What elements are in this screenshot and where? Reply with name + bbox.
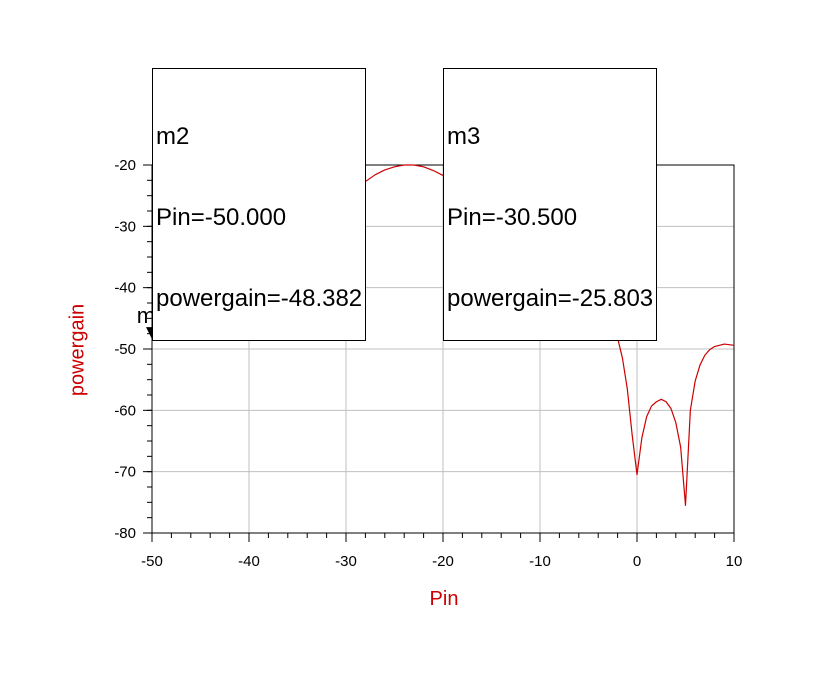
- x-axis-label: Pin: [429, 588, 459, 610]
- y-tick-label: -50: [114, 341, 136, 358]
- y-axis-label: powergain: [66, 303, 89, 397]
- marker-readout-x: Pin=-30.500: [447, 204, 578, 231]
- y-tick-label: -80: [114, 525, 136, 542]
- y-tick-label: -70: [114, 464, 136, 481]
- x-tick-label: -20: [432, 553, 454, 570]
- y-tick-label: -40: [114, 280, 136, 297]
- marker-readout-y: powergain=-25.803: [447, 285, 654, 312]
- marker-readout-m2: m2 Pin=-50.000 powergain=-48.382: [152, 68, 367, 341]
- tick-labels: -50 -40 -30 -20 -10 0 10 -80 -70 -60 -50 -40 -30 -20: [114, 157, 742, 570]
- marker-readout-m3: m3 Pin=-30.500 powergain=-25.803: [443, 68, 658, 341]
- marker-readout-x: Pin=-50.000: [156, 204, 287, 231]
- marker-readout-name: m3: [447, 123, 481, 150]
- x-tick-label: -30: [335, 553, 357, 570]
- x-tick-label: -10: [529, 553, 551, 570]
- y-tick-label: -30: [114, 218, 136, 235]
- y-tick-label: -20: [114, 157, 136, 174]
- x-tick-label: -40: [238, 553, 260, 570]
- y-tick-label: -60: [114, 402, 136, 419]
- marker-readout-y: powergain=-48.382: [156, 285, 363, 312]
- x-tick-label: -50: [141, 553, 163, 570]
- x-tick-label: 10: [726, 553, 743, 570]
- marker-readout-name: m2: [156, 123, 190, 150]
- x-tick-label: 0: [633, 553, 641, 570]
- minor-ticks: [143, 164, 735, 542]
